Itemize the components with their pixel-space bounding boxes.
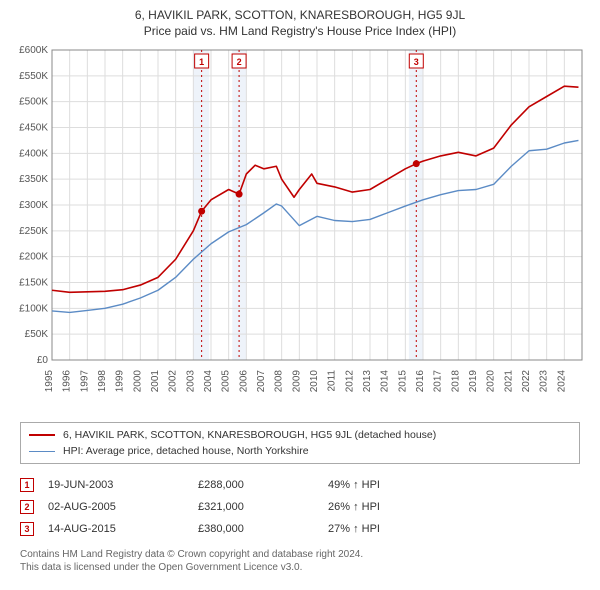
x-axis-label: 2015: [397, 370, 408, 393]
x-axis-label: 2020: [486, 370, 497, 393]
x-axis-label: 2024: [556, 370, 567, 393]
sale-pct-vs-hpi: 26% ↑ HPI: [328, 501, 448, 513]
page-title: 6, HAVIKIL PARK, SCOTTON, KNARESBOROUGH,…: [10, 8, 590, 22]
legend: 6, HAVIKIL PARK, SCOTTON, KNARESBOROUGH,…: [20, 422, 580, 464]
attribution: Contains HM Land Registry data © Crown c…: [20, 548, 590, 574]
x-axis-label: 1995: [44, 370, 55, 393]
sale-price: £321,000: [198, 501, 328, 513]
x-axis-label: 2016: [415, 370, 426, 393]
sale-row: 2 02-AUG-2005£321,00026% ↑ HPI: [20, 496, 580, 518]
y-axis-label: £150K: [19, 278, 48, 289]
x-axis-label: 2000: [132, 370, 143, 393]
x-axis-label: 2013: [362, 370, 373, 393]
chart: £0 £50K £100K £150K £200K £250K £300K £350K £400…: [10, 44, 590, 414]
sale-row: 1 19-JUN-2003£288,00049% ↑ HPI: [20, 474, 580, 496]
chart-marker-1: 1: [195, 54, 209, 68]
sale-pct-vs-hpi: 49% ↑ HPI: [328, 479, 448, 491]
sale-row: 3 14-AUG-2015£380,00027% ↑ HPI: [20, 518, 580, 540]
y-axis-label: £250K: [19, 226, 48, 237]
legend-label: 6, HAVIKIL PARK, SCOTTON, KNARESBOROUGH,…: [63, 429, 436, 441]
x-axis-label: 1997: [79, 370, 90, 393]
legend-row: 6, HAVIKIL PARK, SCOTTON, KNARESBOROUGH,…: [29, 427, 571, 443]
sale-price: £288,000: [198, 479, 328, 491]
svg-text:2: 2: [237, 57, 242, 67]
x-axis-label: 2009: [291, 370, 302, 393]
x-axis-label: 1999: [115, 370, 126, 393]
sale-date: 02-AUG-2005: [48, 501, 198, 513]
x-axis-label: 2003: [185, 370, 196, 393]
sales-table: 1 19-JUN-2003£288,00049% ↑ HPI 2 02-AUG-200…: [20, 474, 580, 540]
x-axis-label: 2005: [221, 370, 232, 393]
x-axis-label: 2008: [274, 370, 285, 393]
x-axis-label: 2007: [256, 370, 267, 393]
x-axis-label: 2022: [521, 370, 532, 393]
x-axis-label: 2010: [309, 370, 320, 393]
x-axis-label: 2021: [503, 370, 514, 393]
y-axis-label: £200K: [19, 252, 48, 263]
series-price_paid: [52, 86, 578, 292]
svg-text:3: 3: [414, 57, 419, 67]
sale-date: 19-JUN-2003: [48, 479, 198, 491]
sale-date: 14-AUG-2015: [48, 523, 198, 535]
x-axis-label: 2002: [168, 370, 179, 393]
footer-line-2: This data is licensed under the Open Gov…: [20, 561, 590, 574]
x-axis-label: 2023: [539, 370, 550, 393]
x-axis-label: 2014: [380, 370, 391, 393]
legend-swatch: [29, 451, 55, 452]
series-hpi: [52, 140, 578, 312]
sale-pct-vs-hpi: 27% ↑ HPI: [328, 523, 448, 535]
legend-swatch: [29, 434, 55, 436]
x-axis-label: 2017: [433, 370, 444, 393]
legend-label: HPI: Average price, detached house, Nort…: [63, 445, 309, 457]
sale-marker-box: 2: [20, 500, 34, 514]
x-axis-label: 1996: [62, 370, 73, 393]
y-axis-label: £550K: [19, 71, 48, 82]
x-axis-label: 2006: [238, 370, 249, 393]
y-axis-label: £600K: [19, 45, 48, 56]
sale-marker-box: 3: [20, 522, 34, 536]
y-axis-label: £300K: [19, 200, 48, 211]
x-axis-label: 2018: [450, 370, 461, 393]
chart-svg: £0 £50K £100K £150K £200K £250K £300K £350K £400…: [10, 44, 590, 414]
chart-marker-2: 2: [232, 54, 246, 68]
y-axis-label: £350K: [19, 174, 48, 185]
y-axis-label: £450K: [19, 123, 48, 134]
y-axis-label: £50K: [25, 329, 49, 340]
y-axis-label: £100K: [19, 303, 48, 314]
legend-row: HPI: Average price, detached house, Nort…: [29, 443, 571, 459]
page-subtitle: Price paid vs. HM Land Registry's House …: [10, 24, 590, 38]
y-axis-label: £500K: [19, 97, 48, 108]
y-axis-label: £400K: [19, 148, 48, 159]
x-axis-label: 2019: [468, 370, 479, 393]
svg-text:1: 1: [199, 57, 204, 67]
y-axis-label: £0: [37, 355, 49, 366]
footer-line-1: Contains HM Land Registry data © Crown c…: [20, 548, 590, 561]
x-axis-label: 2011: [327, 370, 338, 392]
sale-marker-box: 1: [20, 478, 34, 492]
x-axis-label: 1998: [97, 370, 108, 393]
chart-marker-3: 3: [409, 54, 423, 68]
x-axis-label: 2001: [150, 370, 161, 393]
x-axis-label: 2012: [344, 370, 355, 393]
x-axis-label: 2004: [203, 370, 214, 393]
sale-price: £380,000: [198, 523, 328, 535]
